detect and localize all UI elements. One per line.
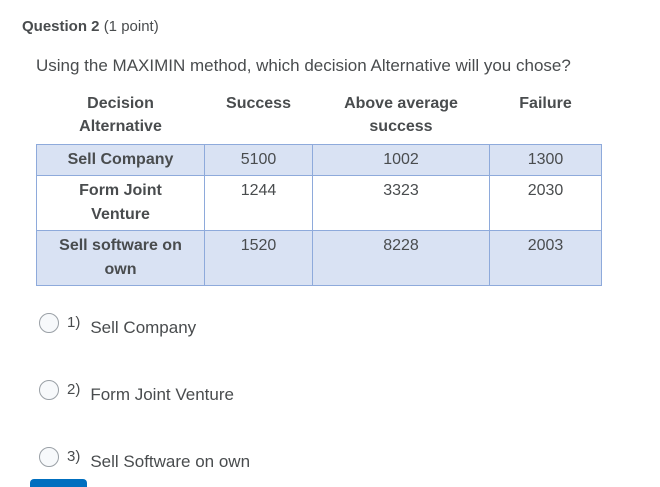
cell-value: 3323 [312,175,490,231]
row-label: Form Joint Venture [36,175,205,231]
cell-value: 2003 [489,230,602,286]
cell-value: 1520 [204,230,313,286]
cell-value: 1300 [489,144,602,176]
row-label: Sell software on own [36,230,205,286]
cell-value: 8228 [312,230,490,286]
option-label: Sell Software on own [90,452,251,471]
question-prompt: Using the MAXIMIN method, which decision… [36,56,571,75]
option-number: 1) [67,314,81,331]
table-row: Form Joint Venture 1244 3323 2030 [36,175,602,231]
cell-value: 5100 [204,144,313,176]
column-header-success: Success [226,95,291,112]
answer-option-1[interactable]: 1) Sell Company [39,313,660,338]
option-label: Sell Company [90,318,197,337]
row-label: Sell Company [36,144,205,176]
answer-option-3[interactable]: 3) Sell Software on own [39,447,660,472]
answer-option-2[interactable]: 2) Form Joint Venture [39,380,660,405]
cutoff-save-button-top[interactable] [30,479,87,487]
radio-button[interactable] [39,380,59,400]
column-header-failure: Failure [519,95,572,112]
question-header: Question 2 (1 point) [0,0,660,37]
table-row: Sell Company 5100 1002 1300 [36,144,602,176]
radio-button[interactable] [39,313,59,333]
answer-options: 1) Sell Company 2) Form Joint Venture 3)… [39,313,660,472]
payoff-table: Decision Alternative Success Above avera… [36,90,602,286]
cell-value: 1244 [204,175,313,231]
table-row: Sell software on own 1520 8228 2003 [36,230,602,286]
option-number: 2) [67,381,81,398]
option-number: 3) [67,448,81,465]
column-header-above-average-success: Above average success [344,95,458,135]
cell-value: 1002 [312,144,490,176]
question-points: (1 point) [103,18,159,35]
radio-button[interactable] [39,447,59,467]
table-header-row: Decision Alternative Success Above avera… [37,90,602,145]
cell-value: 2030 [489,175,602,231]
option-label: Form Joint Venture [90,385,234,404]
question-number: Question 2 [22,18,100,35]
column-header-decision-alternative: Decision Alternative [79,95,162,135]
